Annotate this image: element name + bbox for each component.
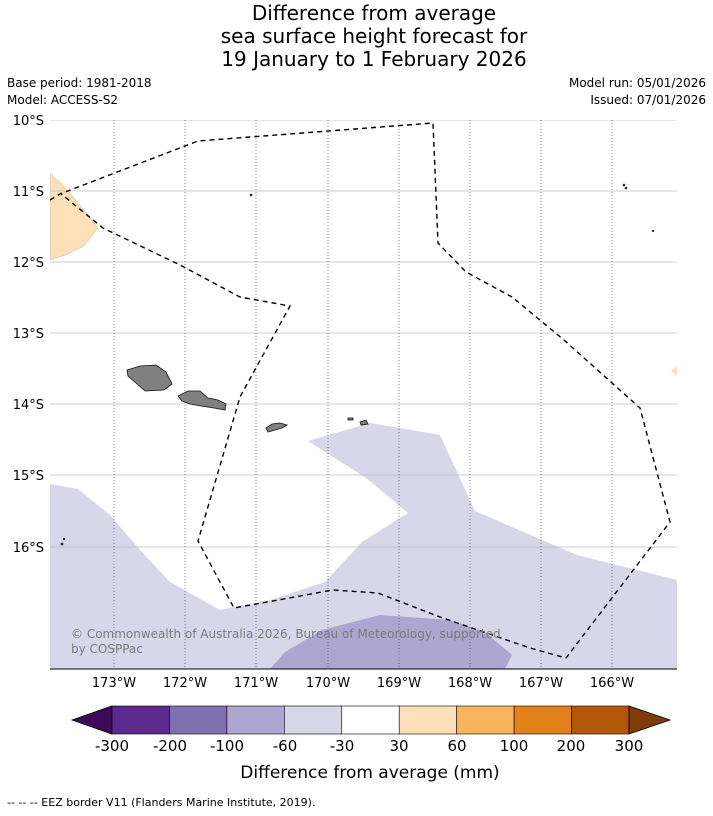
colorbar-segment — [341, 705, 400, 735]
colorbar-segment — [169, 705, 228, 735]
anomaly-region-minus60-minus30 — [50, 423, 677, 669]
colorbar-tick-label: -30 — [330, 737, 355, 755]
colorbar-segment — [398, 705, 457, 735]
colorbar-tick-labels: -300 -200 -100 -60 -30 30 60 100 200 300 — [95, 737, 643, 755]
eez-border-samoa — [50, 122, 671, 659]
colorbar-tick-label: -100 — [210, 737, 244, 755]
colorbar-tick-label: -300 — [95, 737, 129, 755]
tutuila-island — [265, 422, 288, 433]
ofu-olosega-island — [347, 417, 354, 421]
lon-label: 173°W — [92, 676, 136, 691]
upolu-island — [177, 390, 227, 411]
lat-label: 15°S — [13, 469, 44, 484]
lon-label: 168°W — [448, 676, 492, 691]
copyright-line-2: by COSPPac — [71, 642, 143, 656]
samoa-islands — [60, 183, 655, 546]
longitude-labels: 173°W 172°W 171°W 170°W 169°W 168°W 167°… — [92, 676, 634, 691]
colorbar-segment — [513, 705, 572, 735]
colorbar-extend-high — [628, 705, 672, 735]
eez-footnote: -- -- -- EEZ border V11 (Flanders Marine… — [7, 796, 316, 809]
colorbar-tick-label: 100 — [500, 737, 529, 755]
model-run: Model run: 05/01/2026 — [568, 76, 706, 90]
colorbar-extend-low — [70, 705, 113, 735]
colorbar-tick-label: -200 — [153, 737, 187, 755]
lon-label: 167°W — [519, 676, 563, 691]
title-line-2: sea surface height forecast for — [220, 24, 528, 48]
savaii-island — [126, 364, 173, 392]
colorbar-label: Difference from average (mm) — [240, 763, 499, 783]
copyright-notice: © Commonwealth of Australia 2026, Bureau… — [71, 627, 501, 656]
latitude-gridlines — [50, 120, 677, 548]
colorbar-segment — [226, 705, 285, 735]
tau-island — [359, 419, 369, 426]
issued-date: Issued: 07/01/2026 — [590, 93, 706, 107]
colorbar-tick-label: 300 — [615, 737, 644, 755]
lat-label: 16°S — [13, 541, 44, 556]
anomaly-region-plus30-plus60-east — [671, 366, 677, 376]
base-period: Base period: 1981-2018 — [7, 76, 152, 90]
lon-label: 172°W — [163, 676, 207, 691]
lat-label: 13°S — [13, 327, 44, 342]
map-area — [50, 120, 677, 669]
lon-label: 166°W — [590, 676, 634, 691]
lon-label: 170°W — [306, 676, 350, 691]
lon-label: 171°W — [234, 676, 278, 691]
lat-label: 10°S — [13, 114, 44, 129]
latitude-labels: 10°S 11°S 12°S 13°S 14°S 15°S 16°S — [13, 114, 44, 556]
lat-label: 14°S — [13, 398, 44, 413]
colorbar-segment — [456, 705, 515, 735]
lat-label: 11°S — [13, 185, 44, 200]
colorbar-tick-label: -60 — [273, 737, 298, 755]
title-line-1: Difference from average — [251, 1, 497, 25]
lon-label: 169°W — [377, 676, 421, 691]
colorbar-tick-label: 30 — [389, 737, 408, 755]
colorbar-segment — [571, 705, 630, 735]
copyright-line-1: © Commonwealth of Australia 2026, Bureau… — [71, 627, 501, 641]
colorbar-segment — [111, 705, 170, 735]
colorbar — [70, 705, 672, 735]
colorbar-segment — [284, 705, 343, 735]
colorbar-tick-label: 200 — [557, 737, 586, 755]
eez-border — [50, 122, 671, 659]
colorbar-tick-label: 60 — [447, 737, 466, 755]
model-name: Model: ACCESS-S2 — [7, 93, 119, 107]
anomaly-region-minus100-minus60 — [270, 615, 512, 669]
lat-label: 12°S — [13, 256, 44, 271]
title-line-3: 19 January to 1 February 2026 — [221, 47, 527, 71]
